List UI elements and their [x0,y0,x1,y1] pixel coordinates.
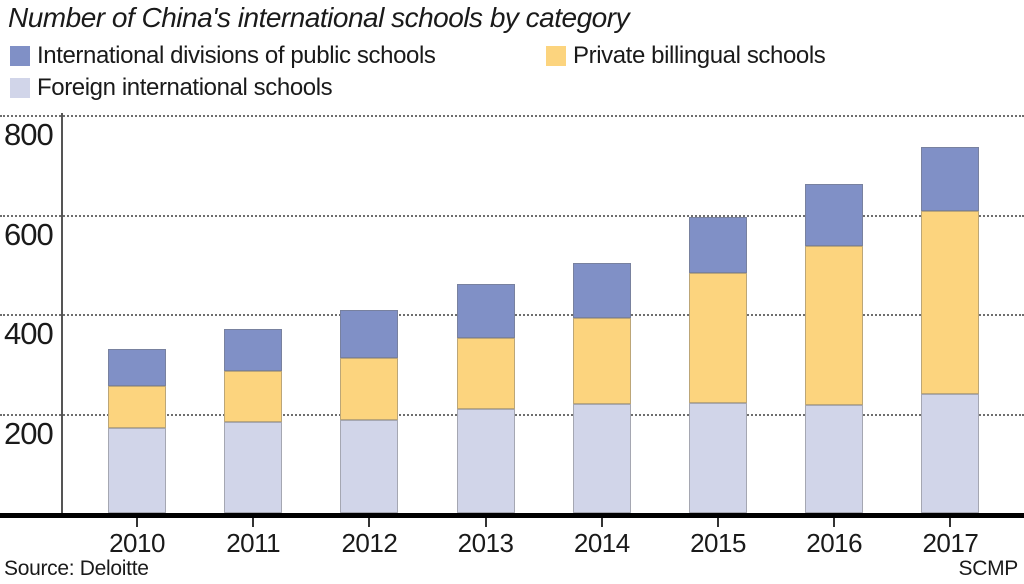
bar-segment [224,371,283,423]
bar-segment [340,419,399,513]
bar-segment [921,211,980,394]
bar-2014 [572,0,631,513]
bar-segment [921,393,980,513]
legend-swatch-private-bilingual [546,46,566,66]
legend-item-foreign-international: Foreign international schools [10,74,333,101]
x-axis-tick-2016 [833,518,836,527]
bar-segment [456,284,515,338]
bar-segment [340,357,399,420]
bar-segment [108,428,166,513]
x-axis-tick-2017 [949,518,952,527]
legend-label: Private billingual schools [573,42,826,69]
bar-segment [456,337,515,409]
bar-segment [689,273,747,403]
bar-segment [805,184,864,246]
bar-segment [340,309,399,358]
bar-segment [456,408,515,513]
bar-segment [689,402,747,513]
legend-item-international-divisions: International divisions of public school… [10,44,436,68]
x-axis-label-2014: 2014 [573,528,630,558]
gridline-600 [0,214,1024,217]
legend-label: International divisions of public school… [37,42,436,69]
bar-segment [921,147,980,211]
chart-title: Number of China's international schools … [8,2,630,33]
legend-item-private-bilingual: Private billingual schools [546,42,826,69]
bar-2015 [689,0,747,513]
bar-2012 [340,0,399,513]
x-axis-label-2017: 2017 [922,528,979,558]
bar-segment [689,217,747,274]
legend-swatch-international-divisions [10,46,30,66]
bar-segment [572,317,631,405]
y-axis-label-800: 800 [4,117,54,152]
x-axis-tick-2012 [368,518,371,527]
y-axis-label-200: 200 [4,415,54,451]
x-axis-label-2015: 2015 [690,528,746,558]
credit-scmp: SCMP [958,557,1019,580]
bar-segment [572,404,631,513]
y-axis-label-600: 600 [4,216,54,252]
x-axis-tick-2015 [717,518,719,527]
x-axis-tick-2010 [136,518,138,527]
x-axis-baseline [0,513,1024,518]
bar-2016 [805,0,864,513]
legend-label: Foreign international schools [37,74,333,101]
bar-segment [108,385,166,429]
bar-2010 [108,0,166,513]
y-axis-label-400: 400 [4,316,54,351]
x-axis-label-2016: 2016 [806,528,863,558]
x-axis-label-2011: 2011 [226,528,281,558]
source-label: Source: Deloitte [4,557,149,580]
x-axis-label-2010: 2010 [109,528,165,558]
x-axis-label-2012: 2012 [341,528,398,558]
bar-2013 [456,0,515,513]
bar-2017 [921,0,980,513]
y-axis-line [61,113,63,513]
x-axis-tick-2013 [484,518,487,527]
x-axis-label-2013: 2013 [457,528,514,558]
bar-segment [805,404,864,513]
bar-segment [805,245,864,405]
legend-swatch-foreign-international [10,78,30,98]
x-axis-tick-2011 [252,518,255,527]
bar-segment [224,328,283,372]
x-axis-tick-2014 [600,518,603,527]
bar-segment [224,422,283,513]
bar-segment [108,349,166,386]
gridline-800 [0,115,1024,117]
bar-2011 [224,0,283,513]
bar-segment [572,262,631,318]
